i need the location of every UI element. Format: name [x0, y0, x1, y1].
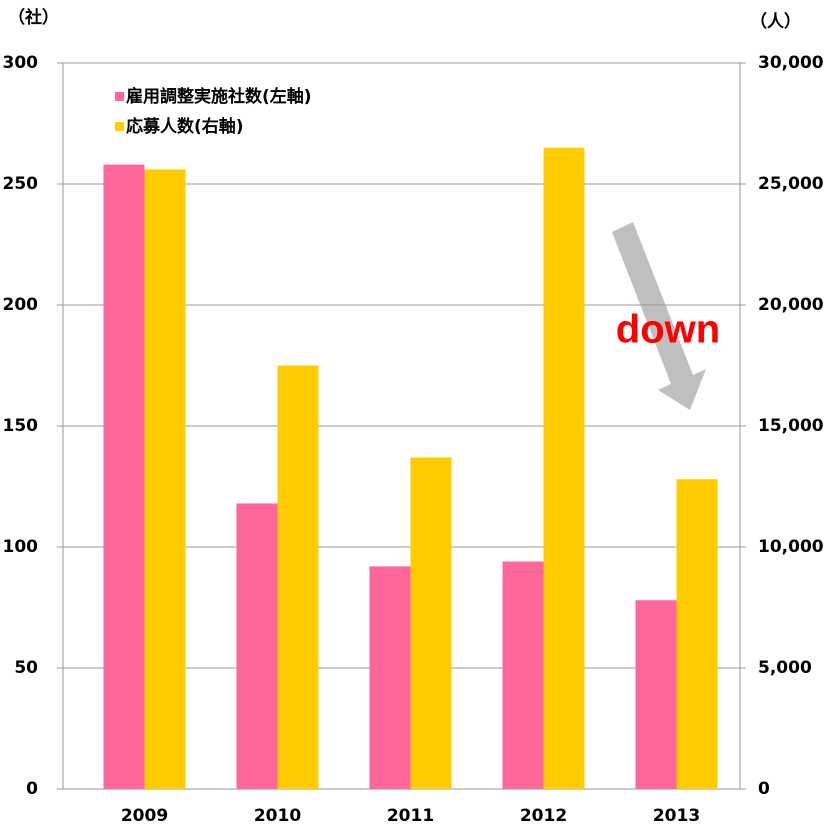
y2-tick-label: 20,000 — [758, 295, 824, 315]
bar — [635, 600, 677, 789]
bar — [676, 479, 718, 789]
y-tick-label: 200 — [3, 295, 39, 315]
y2-tick-label: 0 — [758, 779, 770, 799]
x-tick-label: 2009 — [121, 806, 168, 826]
bar — [103, 164, 145, 789]
x-tick-label: 2012 — [520, 806, 567, 826]
y2-tick-label: 5,000 — [758, 658, 812, 678]
y2-tick-label: 10,000 — [758, 537, 824, 557]
legend-label: 雇用調整実施社数(左軸) — [126, 86, 312, 107]
legend-swatch — [115, 122, 124, 131]
bar — [369, 566, 411, 789]
x-tick-label: 2011 — [387, 806, 434, 826]
annotation: down — [616, 308, 720, 352]
x-tick-label: 2010 — [254, 806, 301, 826]
y-axis-label: （社） — [8, 7, 59, 28]
y2-tick-label: 25,000 — [758, 174, 824, 194]
legend-label: 応募人数(右軸) — [126, 116, 244, 137]
legend-swatch — [115, 92, 124, 101]
y-tick-label: 0 — [26, 779, 38, 799]
bar — [144, 169, 186, 790]
bar — [543, 147, 585, 789]
y2-tick-label: 15,000 — [758, 416, 824, 436]
y-tick-label: 100 — [3, 537, 39, 557]
bar — [502, 561, 544, 789]
bar — [277, 365, 319, 789]
arrow — [612, 222, 706, 410]
y-tick-label: 50 — [14, 658, 38, 678]
bar — [236, 503, 278, 789]
y-tick-label: 300 — [3, 53, 39, 73]
y2-tick-label: 30,000 — [758, 53, 824, 73]
x-tick-label: 2013 — [653, 806, 700, 826]
bar — [410, 457, 452, 789]
y-tick-label: 250 — [3, 174, 39, 194]
y2-axis-label: （人） — [750, 11, 801, 32]
y-tick-label: 150 — [3, 416, 39, 436]
